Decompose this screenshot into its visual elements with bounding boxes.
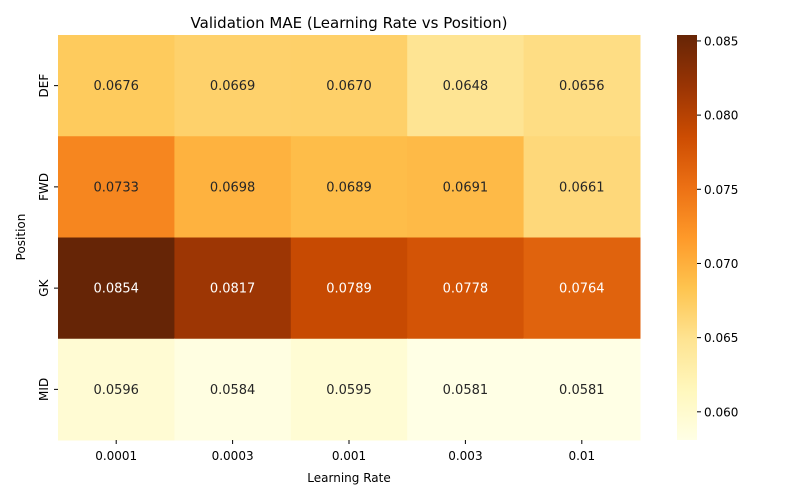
heatmap-cell bbox=[174, 338, 292, 441]
heatmap-cell bbox=[523, 136, 641, 238]
cell-value-label: 0.0817 bbox=[210, 282, 256, 297]
chart-title: Validation MAE (Learning Rate vs Positio… bbox=[191, 14, 508, 32]
colorbar-tick-label: 0.075 bbox=[704, 183, 738, 197]
colorbar-tick-label: 0.070 bbox=[704, 257, 738, 271]
heatmap-cell bbox=[407, 237, 525, 340]
cell-value-label: 0.0676 bbox=[93, 79, 139, 94]
x-tick-label: 0.0003 bbox=[212, 449, 254, 463]
cell-value-label: 0.0789 bbox=[326, 282, 372, 297]
cell-value-label: 0.0698 bbox=[210, 180, 256, 195]
x-axis-label: Learning Rate bbox=[307, 471, 390, 485]
x-tick-label: 0.01 bbox=[568, 449, 595, 463]
cell-value-label: 0.0581 bbox=[443, 383, 489, 398]
heatmap-cell bbox=[174, 35, 292, 137]
y-tick-label: MID bbox=[37, 378, 51, 401]
heatmap-cell bbox=[407, 35, 525, 137]
cell-value-label: 0.0689 bbox=[326, 180, 372, 195]
colorbar-tick-label: 0.065 bbox=[704, 331, 738, 345]
heatmap-cell bbox=[58, 338, 175, 441]
cell-value-label: 0.0778 bbox=[443, 282, 489, 297]
heatmap-cell bbox=[290, 35, 408, 137]
heatmap-cell bbox=[290, 338, 408, 441]
heatmap-cells bbox=[58, 35, 641, 441]
cell-value-label: 0.0596 bbox=[93, 383, 139, 398]
cell-value-label: 0.0581 bbox=[559, 383, 605, 398]
cell-value-label: 0.0584 bbox=[210, 383, 256, 398]
x-tick-label: 0.0001 bbox=[95, 449, 137, 463]
y-axis-label: Position bbox=[14, 214, 28, 261]
x-axis-ticks: 0.0001 0.0003 0.001 0.003 0.01 bbox=[95, 440, 595, 463]
colorbar-tick-label: 0.085 bbox=[704, 34, 738, 48]
y-tick-label: DEF bbox=[37, 74, 51, 98]
heatmap-cell bbox=[523, 237, 641, 340]
heatmap-cell bbox=[58, 136, 175, 238]
cell-value-label: 0.0669 bbox=[210, 79, 256, 94]
heatmap-cell bbox=[523, 338, 641, 441]
colorbar-tick-label: 0.060 bbox=[704, 405, 738, 419]
x-tick-label: 0.003 bbox=[448, 449, 482, 463]
cell-value-label: 0.0595 bbox=[326, 383, 372, 398]
colorbar-ticks: 0.060 0.065 0.070 0.075 0.080 0.085 bbox=[697, 34, 738, 419]
cell-value-label: 0.0656 bbox=[559, 79, 605, 94]
heatmap-cell bbox=[174, 237, 292, 340]
cell-value-label: 0.0733 bbox=[93, 180, 139, 195]
heatmap-cell bbox=[523, 35, 641, 137]
heatmap-cell bbox=[58, 237, 175, 340]
cell-value-label: 0.0648 bbox=[443, 79, 489, 94]
colorbar-tick-label: 0.080 bbox=[704, 109, 738, 123]
heatmap-cell-labels: 0.0676 0.0669 0.0670 0.0648 0.0656 0.0733 0.06… bbox=[93, 79, 604, 398]
heatmap-cell bbox=[407, 338, 525, 441]
cell-value-label: 0.0691 bbox=[443, 180, 489, 195]
y-tick-label: GK bbox=[37, 278, 51, 296]
cell-value-label: 0.0661 bbox=[559, 180, 605, 195]
heatmap-cell bbox=[58, 35, 175, 137]
heatmap-cell bbox=[407, 136, 525, 238]
cell-value-label: 0.0854 bbox=[93, 282, 139, 297]
colorbar bbox=[677, 35, 697, 440]
y-tick-label: FWD bbox=[37, 173, 51, 201]
heatmap-cell bbox=[290, 136, 408, 238]
y-axis-ticks: DEF FWD GK MID bbox=[37, 74, 58, 401]
x-tick-label: 0.001 bbox=[332, 449, 366, 463]
cell-value-label: 0.0670 bbox=[326, 79, 372, 94]
cell-value-label: 0.0764 bbox=[559, 282, 605, 297]
heatmap-cell bbox=[290, 237, 408, 340]
heatmap-cell bbox=[174, 136, 292, 238]
